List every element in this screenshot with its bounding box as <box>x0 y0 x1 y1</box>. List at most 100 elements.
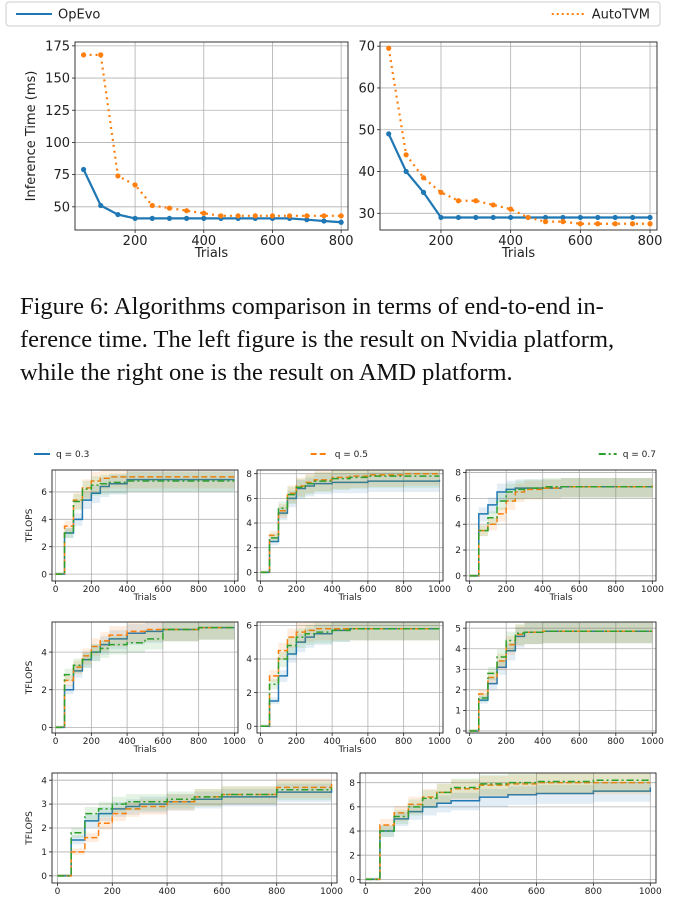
y-tick-label: 75 <box>53 168 70 183</box>
x-tick-label: 600 <box>260 234 285 249</box>
series-line <box>387 48 651 225</box>
y-tick-label: 0 <box>455 572 461 582</box>
x-tick-label: 1000 <box>428 737 451 747</box>
data-point <box>321 213 327 219</box>
data-point <box>473 198 479 204</box>
y-tick-label: 3 <box>455 665 461 675</box>
series-band <box>260 622 440 727</box>
y-tick-label: 0 <box>41 724 47 734</box>
data-point <box>595 214 601 221</box>
y-tick-label: 4 <box>41 648 47 658</box>
y-tick-label: 0 <box>246 722 252 732</box>
y-tick-label: 40 <box>358 165 375 180</box>
data-point <box>287 213 293 219</box>
y-tick-label: 2 <box>455 686 461 696</box>
y-tick-label: 125 <box>45 104 70 119</box>
chart-r1c1: 0 200 400 600 800 1000 0 2 4 6 Trials TFLOPS <box>25 469 246 603</box>
y-tick-label: 4 <box>41 776 47 786</box>
y-tick-label: 4 <box>455 645 461 655</box>
legend-autotvm: AutoTVM <box>551 8 650 23</box>
data-point <box>80 52 87 58</box>
caption-line-1: Figure 6: Algorithms comparison in terms… <box>20 293 604 320</box>
data-point <box>647 214 653 221</box>
x-tick-label: 400 <box>324 585 341 595</box>
y-tick-label: 6 <box>349 803 355 813</box>
series-band <box>57 773 332 876</box>
data-point <box>490 202 496 208</box>
series-band <box>260 622 440 727</box>
x-tick-label: 200 <box>288 737 305 747</box>
data-point <box>612 214 618 221</box>
axes-frame <box>465 469 657 582</box>
data-point <box>525 214 531 221</box>
x-tick-label: 800 <box>190 737 207 747</box>
x-tick-label: 800 <box>268 887 285 897</box>
data-point <box>98 202 104 209</box>
series-line <box>83 53 342 217</box>
data-point <box>304 217 310 223</box>
x-axis-label: Trials <box>132 745 156 755</box>
data-point <box>184 208 190 214</box>
legend-label: q = 0.7 <box>623 450 656 460</box>
data-point <box>235 213 241 219</box>
x-tick-label: 400 <box>159 887 176 897</box>
x-tick-label: 800 <box>638 234 663 249</box>
x-tick-label: 1000 <box>641 737 664 747</box>
series-band <box>57 781 332 876</box>
x-tick-label: 200 <box>429 234 454 249</box>
data-point <box>577 221 583 227</box>
x-tick-label: 0 <box>55 887 61 897</box>
x-tick-label: 0 <box>467 585 473 595</box>
x-tick-label: 200 <box>414 887 431 897</box>
y-tick-label: 8 <box>455 469 461 479</box>
x-tick-label: 400 <box>498 234 523 249</box>
y-tick-label: 0 <box>349 876 355 886</box>
x-tick-label: 600 <box>528 887 545 897</box>
x-tick-label: 1000 <box>639 887 662 897</box>
series-band <box>260 622 440 727</box>
x-tick-label: 800 <box>395 585 412 595</box>
x-axis-label: Trials <box>337 745 361 755</box>
axes-frame <box>51 469 239 582</box>
x-tick-label: 0 <box>363 887 369 897</box>
data-point <box>338 213 344 219</box>
y-tick-label: 3 <box>41 800 47 810</box>
x-tick-label: 200 <box>83 585 100 595</box>
series-band <box>55 471 235 575</box>
data-point <box>438 189 444 195</box>
x-tick-label: 600 <box>571 585 588 595</box>
data-point <box>455 214 461 221</box>
x-tick-label: 200 <box>498 737 515 747</box>
y-axis-label: TFLOPS <box>25 508 35 543</box>
y-tick-label: 4 <box>455 520 461 530</box>
x-tick-label: 200 <box>104 887 121 897</box>
y-tick-label: 6 <box>41 488 47 498</box>
y-tick-label: 0 <box>246 569 252 579</box>
x-tick-label: 400 <box>471 887 488 897</box>
x-tick-label: 400 <box>534 737 551 747</box>
data-point <box>630 221 636 227</box>
x-axis-label: Trials <box>501 246 536 261</box>
y-tick-label: 0 <box>455 727 461 737</box>
data-point <box>218 213 224 219</box>
data-point <box>149 202 155 209</box>
data-point <box>304 213 310 219</box>
series-line <box>55 626 235 729</box>
data-point <box>269 213 276 219</box>
y-tick-label: 50 <box>358 123 375 138</box>
data-point <box>166 215 173 222</box>
chart-r1c3: 0 200 400 600 800 1000 0 2 4 6 8 Trials <box>455 469 664 603</box>
chart-r3c2: 0 200 400 600 800 1000 0 2 4 6 8 <box>349 772 662 897</box>
x-tick-label: 200 <box>83 737 100 747</box>
x-tick-label: 1000 <box>223 585 246 595</box>
chart-nvidia: 200 400 600 800 50 75 100 125 150 175 Trials Infere… <box>24 39 354 261</box>
data-point <box>630 214 636 221</box>
data-point <box>166 205 173 211</box>
x-tick-label: 200 <box>498 585 515 595</box>
chart-r3c1: 0 200 400 600 800 1000 0 1 2 3 4 TFLOPS <box>25 772 343 897</box>
data-point <box>560 214 566 221</box>
series-line <box>55 480 235 575</box>
y-tick-label: 30 <box>358 207 375 222</box>
y-tick-label: 2 <box>41 543 47 553</box>
legend-label: OpEvo <box>58 8 100 23</box>
